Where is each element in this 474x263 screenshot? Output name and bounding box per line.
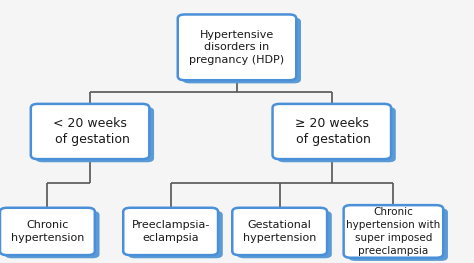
FancyBboxPatch shape	[182, 18, 301, 83]
FancyBboxPatch shape	[237, 211, 332, 258]
Text: Hypertensive
disorders in
pregnancy (HDP): Hypertensive disorders in pregnancy (HDP…	[190, 29, 284, 65]
Text: ≥ 20 weeks
 of gestation: ≥ 20 weeks of gestation	[292, 117, 371, 146]
FancyBboxPatch shape	[123, 208, 218, 255]
FancyBboxPatch shape	[178, 14, 296, 80]
Text: Chronic
hypertension with
super imposed
preeclampsia: Chronic hypertension with super imposed …	[346, 207, 440, 256]
Text: Chronic
hypertension: Chronic hypertension	[11, 220, 84, 243]
Text: Gestational
hypertension: Gestational hypertension	[243, 220, 316, 243]
FancyBboxPatch shape	[5, 211, 100, 258]
Text: < 20 weeks
 of gestation: < 20 weeks of gestation	[51, 117, 129, 146]
FancyBboxPatch shape	[273, 104, 391, 159]
FancyBboxPatch shape	[0, 208, 95, 255]
FancyBboxPatch shape	[348, 208, 448, 261]
FancyBboxPatch shape	[277, 107, 396, 162]
FancyBboxPatch shape	[232, 208, 327, 255]
FancyBboxPatch shape	[344, 205, 443, 258]
Text: Preeclampsia-
eclampsia: Preeclampsia- eclampsia	[131, 220, 210, 243]
FancyBboxPatch shape	[128, 211, 223, 258]
FancyBboxPatch shape	[31, 104, 149, 159]
FancyBboxPatch shape	[36, 107, 154, 162]
